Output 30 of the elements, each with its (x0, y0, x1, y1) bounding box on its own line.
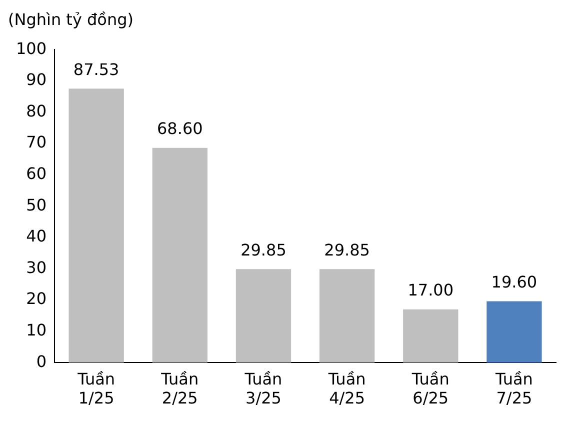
y-tick-label: 60 (26, 164, 47, 183)
y-tick-label: 20 (26, 289, 47, 308)
bar (152, 148, 208, 363)
y-tick-label: 50 (26, 195, 47, 214)
data-label: 68.60 (157, 119, 203, 138)
y-tick-label: 100 (16, 38, 47, 58)
bar (403, 309, 458, 363)
data-label: 29.85 (324, 240, 370, 260)
bar (319, 269, 375, 363)
y-axis-title: (Nghìn tỷ đồng) (8, 9, 134, 31)
y-tick-label: 40 (26, 226, 47, 246)
data-label: 29.85 (240, 240, 286, 260)
y-tick-label: 80 (26, 101, 47, 120)
data-label: 87.53 (73, 60, 120, 79)
data-label: 19.60 (491, 272, 538, 292)
x-tick-label: Tuần 2/25 (160, 369, 199, 408)
x-tick-label: Tuần 4/25 (327, 369, 366, 408)
y-tick-label: 70 (26, 132, 47, 152)
bar (68, 88, 124, 363)
y-tick-label: 30 (26, 258, 47, 277)
bar (236, 269, 292, 363)
x-tick-label: Tuần 1/25 (76, 369, 116, 408)
y-tick-label: 10 (26, 320, 47, 340)
y-tick-label: 90 (26, 70, 47, 90)
x-tick-label: Tuần 3/25 (244, 369, 282, 408)
x-tick-label: Tuần 6/25 (410, 369, 450, 408)
bar (486, 301, 542, 363)
data-label: 17.00 (408, 280, 454, 300)
x-tick-label: Tuần 7/25 (494, 369, 533, 408)
y-tick-label: 0 (36, 352, 47, 371)
